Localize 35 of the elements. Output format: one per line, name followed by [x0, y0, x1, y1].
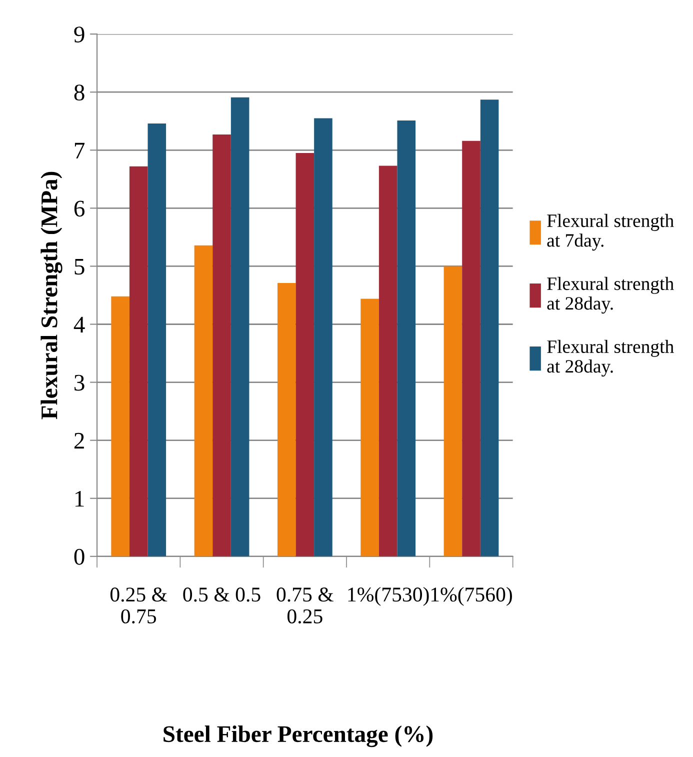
bar	[314, 118, 332, 556]
bar	[480, 100, 499, 556]
x-tick-label: 1%(7560)	[431, 586, 512, 606]
y-tick-label: 7	[74, 142, 85, 158]
y-tick-label: 8	[74, 84, 84, 101]
y-tick-label: 5	[74, 258, 84, 275]
bar	[378, 166, 398, 556]
bar	[360, 298, 379, 556]
y-tick-label: 0	[74, 548, 84, 565]
bar	[444, 266, 462, 556]
x-tick-label: 0.5 & 0.5	[183, 588, 260, 602]
bar	[230, 97, 250, 556]
bar	[111, 296, 130, 556]
x-tick-label: 0.75 & 0.25	[276, 588, 334, 624]
bar	[148, 123, 166, 556]
y-tick-label: 1	[75, 490, 84, 507]
x-axis-title: Steel Fiber Percentage (%)	[164, 725, 433, 748]
y-tick-label: 2	[74, 432, 84, 449]
bar	[212, 134, 231, 556]
bar	[462, 140, 480, 556]
legend-label: Flexural strength at 7day.	[547, 214, 674, 251]
y-tick-label: 6	[74, 200, 85, 217]
y-tick-label: 4	[74, 316, 85, 332]
bar	[194, 245, 213, 556]
legend-label: Flexural strength at 28day.	[547, 340, 674, 377]
y-axis-title: Flexural Strength (MPa)	[40, 172, 62, 420]
x-tick-label: 0.25 & 0.75	[110, 588, 168, 624]
y-tick-label: 3	[74, 374, 84, 391]
bar	[129, 166, 148, 556]
bar	[296, 153, 314, 556]
y-tick-label: 9	[74, 26, 84, 42]
bar	[277, 283, 296, 556]
bar	[397, 120, 416, 556]
legend-label: Flexural strength at 28day.	[547, 276, 674, 314]
x-tick-label: 1%(7530)	[348, 586, 429, 606]
